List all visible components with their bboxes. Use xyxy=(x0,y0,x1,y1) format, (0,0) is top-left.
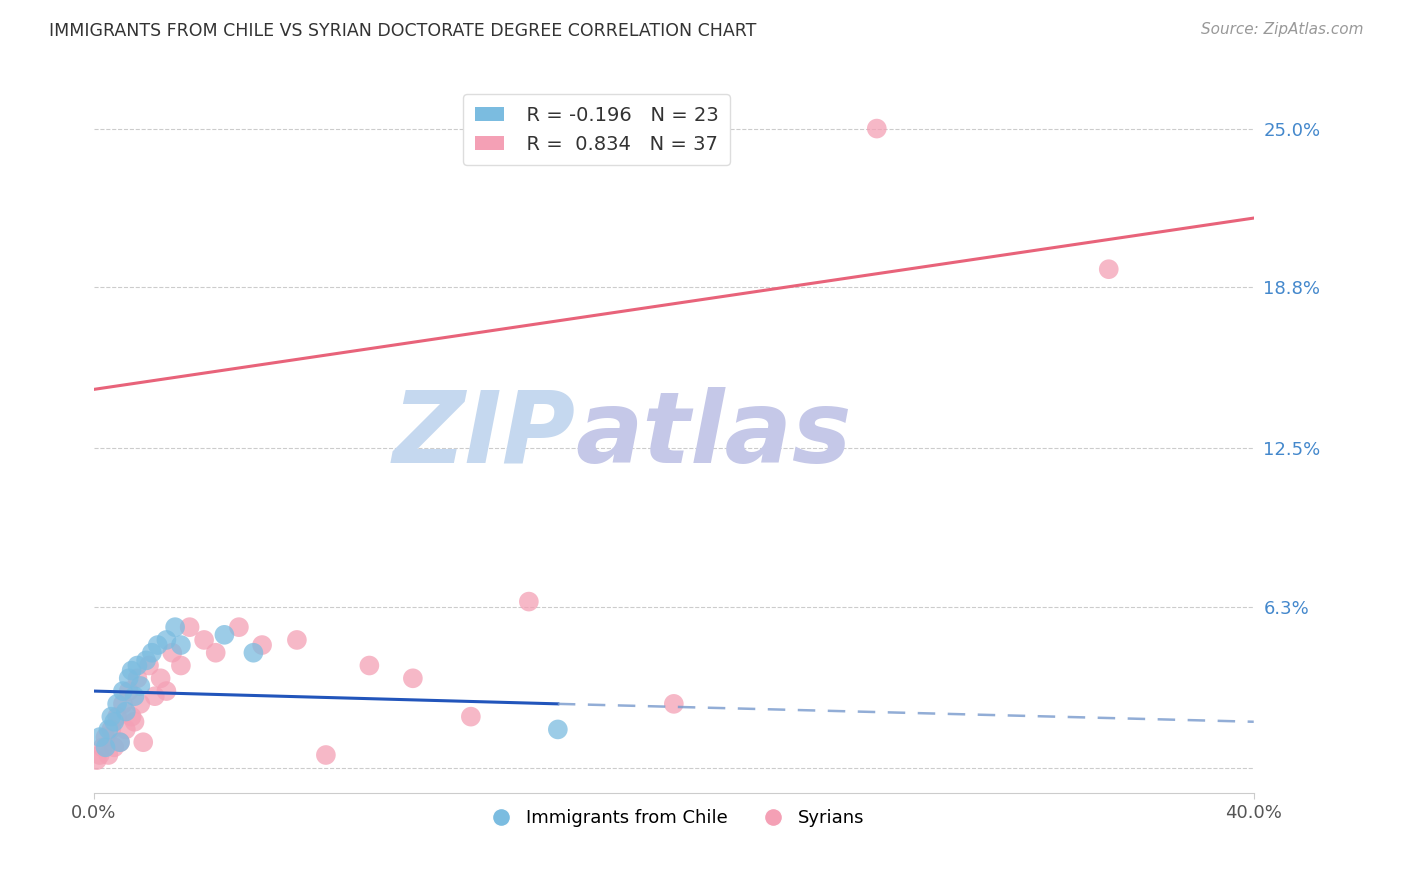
Point xyxy=(129,697,152,711)
Point xyxy=(114,705,136,719)
Point xyxy=(204,646,226,660)
Point xyxy=(228,620,250,634)
Point xyxy=(129,679,152,693)
Point xyxy=(315,747,337,762)
Point xyxy=(460,709,482,723)
Text: IMMIGRANTS FROM CHILE VS SYRIAN DOCTORATE DEGREE CORRELATION CHART: IMMIGRANTS FROM CHILE VS SYRIAN DOCTORAT… xyxy=(49,22,756,40)
Point xyxy=(114,723,136,737)
Point xyxy=(250,638,273,652)
Point xyxy=(94,730,117,744)
Point xyxy=(121,664,143,678)
Point xyxy=(105,697,128,711)
Point xyxy=(121,709,143,723)
Point xyxy=(127,658,149,673)
Point xyxy=(118,684,141,698)
Point xyxy=(127,671,149,685)
Point xyxy=(100,709,122,723)
Point xyxy=(100,723,122,737)
Point xyxy=(105,709,128,723)
Point xyxy=(155,684,177,698)
Point xyxy=(517,594,540,608)
Text: atlas: atlas xyxy=(575,387,852,483)
Point xyxy=(89,730,111,744)
Point xyxy=(146,638,169,652)
Point xyxy=(214,628,236,642)
Point xyxy=(97,723,120,737)
Point xyxy=(91,740,114,755)
Point xyxy=(285,632,308,647)
Point xyxy=(132,735,155,749)
Point xyxy=(547,723,569,737)
Point xyxy=(359,658,381,673)
Point xyxy=(141,646,163,660)
Point xyxy=(662,697,685,711)
Point xyxy=(155,632,177,647)
Point xyxy=(103,740,125,755)
Point xyxy=(124,689,146,703)
Point xyxy=(111,684,134,698)
Point xyxy=(170,638,193,652)
Point xyxy=(94,740,117,755)
Point xyxy=(135,653,157,667)
Legend: Immigrants from Chile, Syrians: Immigrants from Chile, Syrians xyxy=(475,802,872,834)
Point xyxy=(149,671,172,685)
Point xyxy=(108,735,131,749)
Point xyxy=(242,646,264,660)
Point xyxy=(170,658,193,673)
Point xyxy=(108,735,131,749)
Point xyxy=(86,753,108,767)
Point xyxy=(179,620,201,634)
Point xyxy=(103,714,125,729)
Point xyxy=(97,747,120,762)
Point xyxy=(143,689,166,703)
Point xyxy=(118,671,141,685)
Point xyxy=(193,632,215,647)
Text: Source: ZipAtlas.com: Source: ZipAtlas.com xyxy=(1201,22,1364,37)
Point xyxy=(160,646,183,660)
Point xyxy=(111,697,134,711)
Point xyxy=(138,658,160,673)
Point xyxy=(866,121,889,136)
Point xyxy=(402,671,425,685)
Point xyxy=(1098,262,1121,277)
Point xyxy=(89,747,111,762)
Point xyxy=(124,714,146,729)
Point xyxy=(165,620,187,634)
Text: ZIP: ZIP xyxy=(392,387,575,483)
